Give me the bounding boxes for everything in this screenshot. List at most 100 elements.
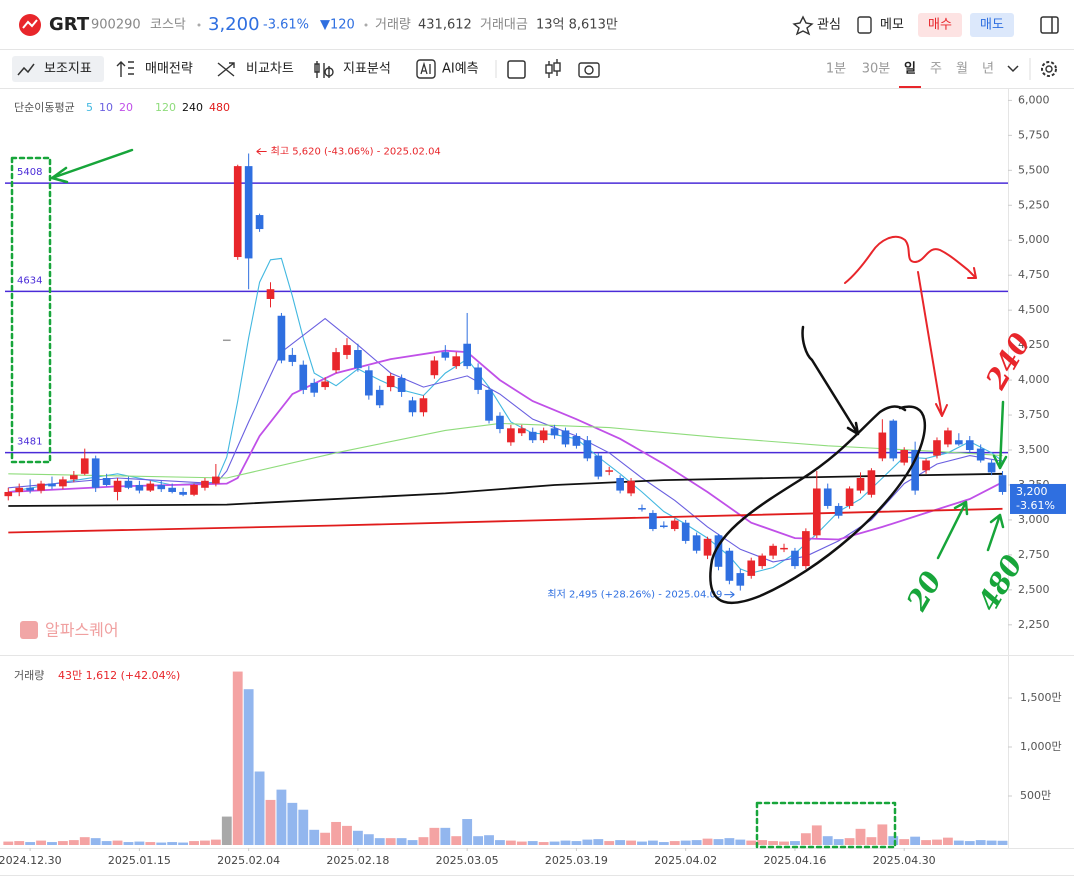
candle-body xyxy=(343,345,351,355)
ai-icon[interactable] xyxy=(416,59,436,79)
last-price: 3,200 xyxy=(1016,485,1048,498)
sell-button[interactable]: 매도 xyxy=(980,18,1004,33)
strategy-icon[interactable] xyxy=(116,61,134,77)
volume-bar xyxy=(560,840,571,845)
y-tick-label: 4,750 xyxy=(1018,268,1050,281)
buy-button-bg[interactable] xyxy=(918,13,962,37)
y-tick-label: 3,500 xyxy=(1018,443,1050,456)
candle-body xyxy=(332,352,340,371)
candle-body xyxy=(408,400,417,413)
volume-tick-label: 500만 xyxy=(1020,789,1051,802)
arrow xyxy=(50,148,134,184)
candle-body xyxy=(15,487,24,492)
y-tick-label: 2,500 xyxy=(1018,583,1050,596)
period-dropdown[interactable] xyxy=(1007,65,1019,73)
period[interactable]: 1분 xyxy=(826,62,846,77)
toolbar-item[interactable]: 보조지표 xyxy=(44,62,92,77)
buy-button[interactable]: 매수 xyxy=(928,18,952,33)
watch-button[interactable]: 관심 xyxy=(817,18,841,33)
volume-bar xyxy=(167,842,178,845)
period[interactable]: 년 xyxy=(982,62,994,77)
volume-bar xyxy=(298,809,309,845)
toolbar-item[interactable]: 지표분석 xyxy=(343,62,391,77)
volume-bar xyxy=(374,838,385,845)
x-tick-label: 2025.03.05 xyxy=(436,854,499,867)
candle-body xyxy=(714,535,723,567)
volume-bar xyxy=(932,839,942,845)
x-tick-label: 2025.01.15 xyxy=(108,854,171,867)
volume-bar xyxy=(243,689,254,845)
candle-body xyxy=(474,367,482,390)
volume-bar xyxy=(385,838,396,845)
legend-item: 120 xyxy=(155,101,176,114)
period[interactable]: 주 xyxy=(930,62,942,77)
candle-body xyxy=(354,350,362,369)
volume-bar xyxy=(396,838,407,845)
loop xyxy=(709,405,927,605)
memo-icon[interactable] xyxy=(857,16,872,34)
candle-body xyxy=(878,432,887,459)
toolbar-item[interactable]: 매매전략 xyxy=(145,62,193,77)
draw-tool-icon[interactable] xyxy=(507,60,526,79)
period-active[interactable]: 일 xyxy=(904,62,916,77)
candle-body xyxy=(430,360,439,376)
sell-button-bg[interactable] xyxy=(970,13,1014,37)
compare-icon[interactable] xyxy=(217,62,235,77)
settings-icon[interactable] xyxy=(1041,61,1057,77)
volume-bar xyxy=(90,838,101,845)
volume-bar xyxy=(25,842,36,845)
legend-item: 20 xyxy=(119,101,133,114)
candle-body xyxy=(80,458,89,474)
volume: 431,612 xyxy=(418,18,472,33)
candle-body xyxy=(561,430,570,445)
memo-button[interactable]: 메모 xyxy=(880,18,904,33)
panel-icon[interactable] xyxy=(1040,16,1059,34)
candle-body xyxy=(37,483,45,491)
volume-bar xyxy=(593,839,604,845)
candle-body xyxy=(889,420,898,459)
volume-bar xyxy=(571,841,582,845)
y-tick-label: 5,750 xyxy=(1018,128,1050,141)
candle-body xyxy=(692,535,701,551)
logo-mark xyxy=(22,19,38,29)
candle-body xyxy=(70,475,78,480)
x-tick-label: 2024.12.30 xyxy=(0,854,62,867)
legend-item: 5 xyxy=(86,101,93,114)
indicator-icon[interactable] xyxy=(17,63,35,76)
volume-bar xyxy=(899,839,910,845)
camera-icon[interactable] xyxy=(578,62,600,78)
candle-body xyxy=(321,381,329,388)
period[interactable]: 30분 xyxy=(862,62,891,77)
candle-body xyxy=(441,352,450,358)
candle-body xyxy=(507,428,515,443)
toolbar-item[interactable]: 비교차트 xyxy=(246,62,294,77)
period[interactable]: 월 xyxy=(956,62,968,77)
candle-body xyxy=(255,215,264,230)
candle-body xyxy=(802,531,810,567)
volume-bar xyxy=(975,840,986,845)
volume-bar xyxy=(57,841,68,845)
candle-body xyxy=(288,354,297,362)
candle-body xyxy=(496,415,504,430)
candle-body xyxy=(113,480,122,492)
toolbar-item[interactable]: AI예측 xyxy=(442,62,479,77)
candle-body xyxy=(703,538,712,556)
legend-title: 단순이동평균 xyxy=(14,101,75,114)
candle-body xyxy=(627,480,635,494)
candle-body xyxy=(135,484,144,491)
candle-body xyxy=(747,560,756,576)
volume-bar xyxy=(724,838,735,845)
candle-icon-body xyxy=(553,62,561,72)
volume-bar xyxy=(407,840,418,845)
volume-bar xyxy=(232,671,243,845)
y-tick-label: 4,250 xyxy=(1018,338,1050,351)
volume-bar xyxy=(746,840,757,845)
volume-bar xyxy=(615,840,626,845)
analysis-icon[interactable] xyxy=(314,61,330,78)
settings-icon-core xyxy=(1045,65,1053,73)
candle-body xyxy=(26,487,34,491)
candle-body xyxy=(605,470,614,472)
star-icon[interactable] xyxy=(792,15,814,36)
candle-body xyxy=(845,488,854,506)
level-label: 4634 xyxy=(17,275,42,286)
